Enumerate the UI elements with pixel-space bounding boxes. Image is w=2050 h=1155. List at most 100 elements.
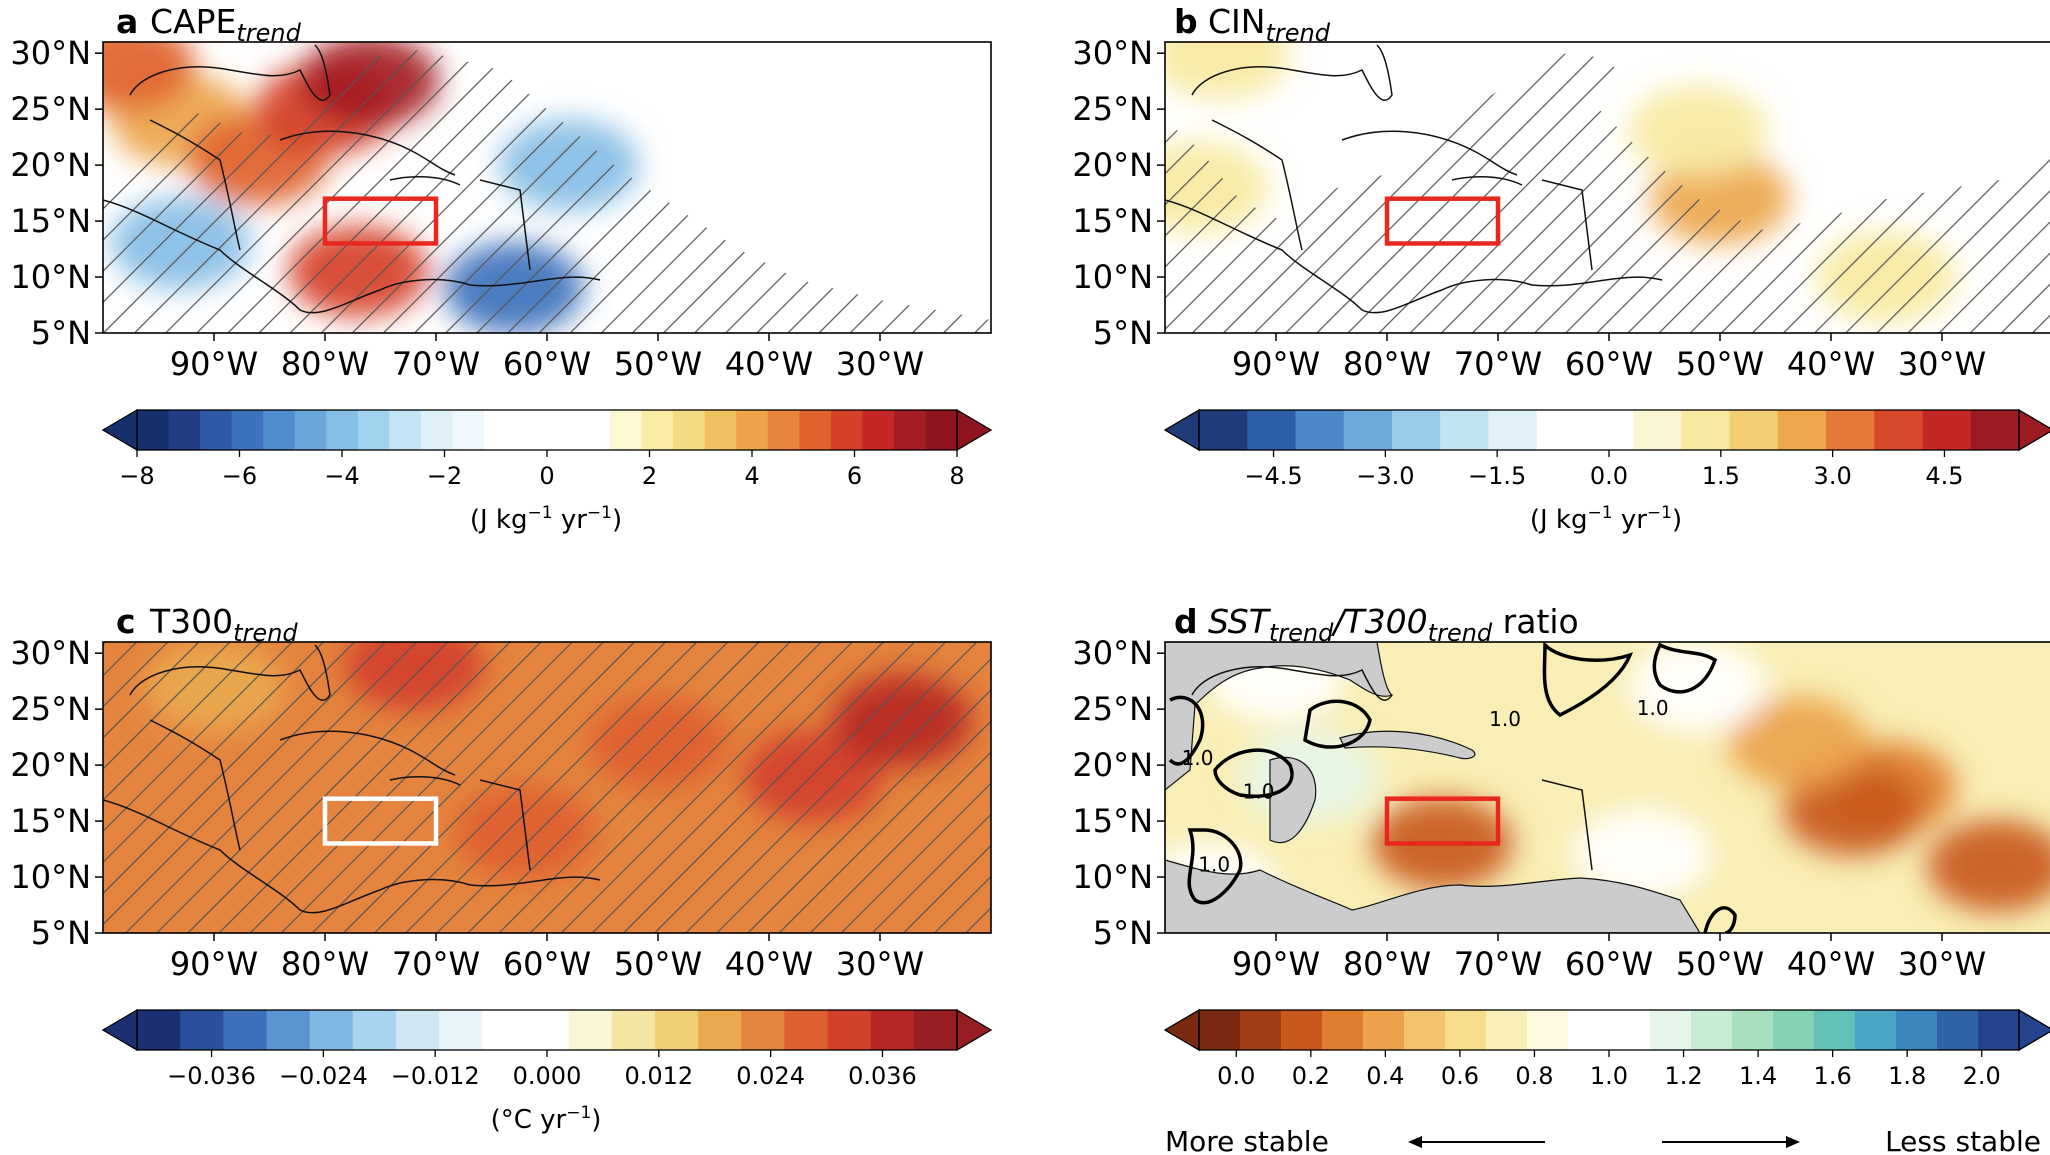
significance-hatching [1165,50,2050,333]
colorbar-segment [736,410,769,450]
x-tick-label: 60°W [503,945,591,983]
y-tick-label: 20°N [10,746,91,784]
hatch-region [103,50,991,333]
x-tick-label: 30°W [836,345,924,383]
colorbar-segment [326,410,359,450]
land-cuba [1339,730,1476,760]
colorbar-segment [1536,410,1586,450]
colorbar-tick-label: 0 [539,462,554,490]
x-tick-label: 80°W [1343,945,1431,983]
colorbar-segment [1650,1010,1692,1050]
colorbar-tick-label: 0.0 [1217,1062,1255,1090]
colorbar-tick-label: 1.5 [1702,462,1740,490]
x-tick-label: 30°W [1898,945,1986,983]
colorbar-segment [180,1010,224,1050]
coastline-antilles [1541,179,1593,271]
coastline-yucatan [149,719,241,851]
y-axis: 30°N 25°N 20°N 15°N 10°N 5°N [1072,34,1165,352]
colorbar-tick-label: 2 [642,462,657,490]
colorbar-segment [266,1010,311,1050]
y-tick-label: 15°N [1072,202,1153,240]
colorbar-segment [862,410,895,450]
colorbar: −4.5 −3.0 −1.5 0.0 1.5 3.0 4.5 [1163,408,2050,490]
colorbar-segment [515,410,548,450]
colorbar-segment [1729,410,1779,450]
coastline-gulf [129,44,331,101]
study-region-box [322,796,439,846]
colorbar-segment [830,410,863,450]
colorbar-segment [704,410,737,450]
arrow-right [1662,1136,1800,1148]
x-tick-label: 50°W [1676,345,1764,383]
map-area: 1.0 1.0 1.0 1.0 1.0 [1164,641,2050,934]
y-axis: 30°N 25°N 20°N 15°N 10°N 5°N [10,634,103,952]
panel-sst-t300-ratio: d SSTtrend/T300trend ratio [1072,602,2050,1155]
colorbar-extend-low [1163,408,1200,452]
contour-label: 1.0 [1198,852,1230,876]
y-tick-label: 30°N [10,634,91,672]
coastline-hispaniola [389,775,461,786]
y-tick-label: 20°N [1072,146,1153,184]
x-tick-label: 30°W [836,945,924,983]
coastlines [103,44,601,314]
colorbar-extend-low [101,408,138,452]
x-tick-label: 60°W [1565,945,1653,983]
colorbar-tick-label: 1.2 [1664,1062,1702,1090]
y-tick-label: 15°N [10,802,91,840]
panel-title: CAPEtrend [150,2,302,47]
land-central-america [1165,859,1701,933]
coastlines [103,644,601,914]
y-tick-label: 5°N [1093,914,1153,952]
panel-t300-trend: c T300trend 30°N 25°N 20°N 15°N 10°N 5°N 90°W… [10,602,993,1135]
field-blob [1627,85,1768,178]
colorbar-segment [1937,1010,1979,1050]
colorbar-tick-label: −6 [222,462,257,490]
colorbar-segment [137,410,170,450]
colorbar-segment [547,410,580,450]
stability-left-label: More stable [1165,1125,1329,1155]
colorbar-tick-label: −2 [427,462,462,490]
y-tick-label: 5°N [31,314,91,352]
colorbar-segment [1874,410,1924,450]
colorbar: −0.036 −0.024 −0.012 0.000 0.012 0.024 0.036 [101,1008,993,1090]
x-axis: 90°W 80°W 70°W 60°W 50°W 40°W 30°W [1232,933,1986,983]
colorbar-segment [200,410,233,450]
colorbar-segment [784,1010,829,1050]
y-tick-label: 30°N [1072,34,1153,72]
colorbar-extend-high [2018,408,2050,452]
colorbar-tick-label: 0.6 [1441,1062,1479,1090]
colorbar-segment [893,410,927,450]
y-tick-label: 25°N [10,690,91,728]
colorbar-extend-high [956,1008,993,1052]
colorbar-extend-high [2018,1008,2050,1052]
contour-line [1303,699,1372,749]
colorbar-unit: (°C yr−1) [491,1103,602,1135]
colorbar-segment [137,1010,181,1050]
colorbar: 0.0 0.2 0.4 0.6 0.8 1.0 1.2 1.4 1.6 1.8 2.0 [1163,1008,2050,1090]
y-tick-label: 30°N [10,34,91,72]
contour-line [1542,642,1634,718]
colorbar-segment [1445,1010,1487,1050]
colorbar-tick-label: 0.036 [848,1062,917,1090]
colorbar-segment [1486,1010,1528,1050]
coastline-mexico [103,799,601,914]
colorbar-segment [767,410,800,450]
colorbar-tick-label: 1.0 [1590,1062,1628,1090]
colorbar-segment [1732,1010,1774,1050]
field-blob [103,42,196,111]
contour-line [1168,695,1205,766]
colorbar-segment [263,410,296,450]
x-tick-label: 50°W [614,945,702,983]
colorbar-tick-label: 8 [949,462,964,490]
x-tick-label: 70°W [1454,345,1542,383]
x-tick-label: 60°W [503,345,591,383]
colorbar-segment [641,410,674,450]
x-tick-label: 90°W [1232,345,1320,383]
field-blob [1572,808,1713,901]
y-tick-label: 30°N [1072,634,1153,672]
colorbar-segment [309,1010,354,1050]
panel-title: SSTtrend/T300trend ratio [1208,602,1579,647]
colorbar-segment [741,1010,785,1050]
colorbar-segment [1527,1010,1569,1050]
colorbar-tick-label: 0.012 [624,1062,693,1090]
